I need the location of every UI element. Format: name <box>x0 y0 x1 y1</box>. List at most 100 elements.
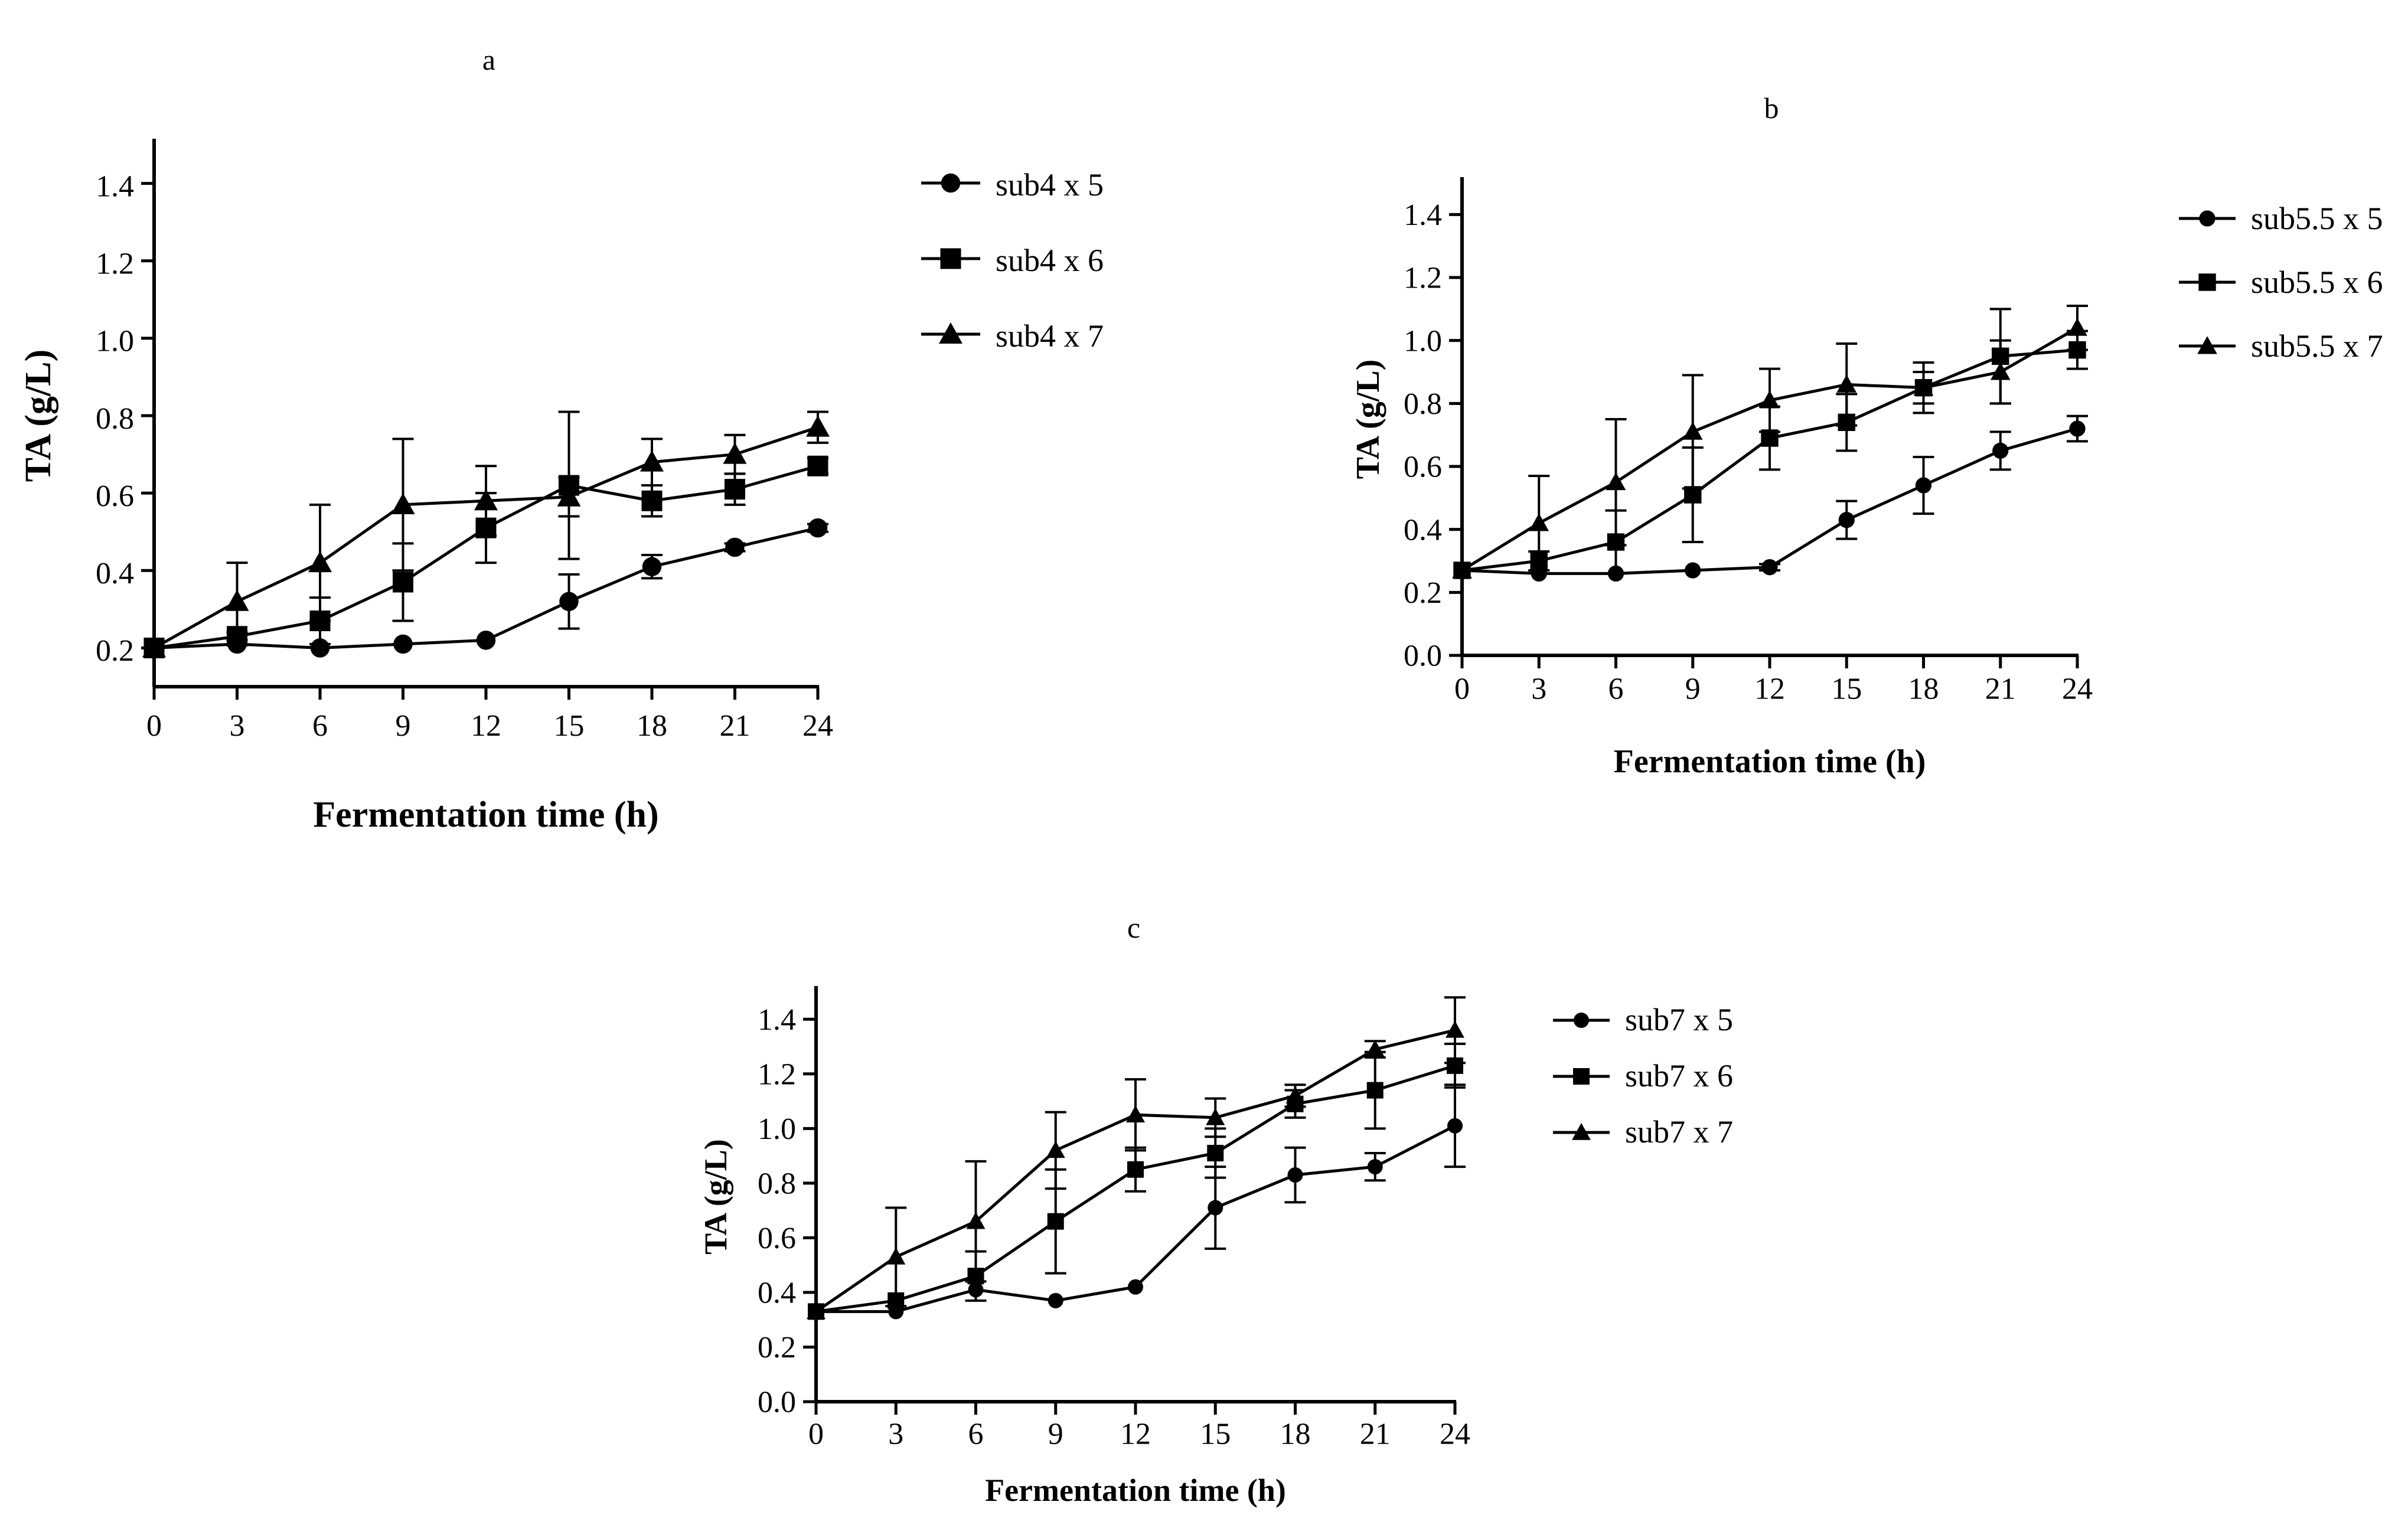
data-point <box>642 557 662 576</box>
data-point <box>557 485 581 507</box>
data-point <box>391 492 415 514</box>
x-tick-label: 0 <box>808 1417 824 1451</box>
x-tick-label: 9 <box>1685 672 1701 706</box>
y-tick-label: 1.2 <box>758 1057 796 1091</box>
x-tick-label: 15 <box>1831 672 1862 706</box>
x-tick-label: 9 <box>1048 1417 1063 1451</box>
series-triangle <box>1452 305 2088 579</box>
legend-marker <box>1572 1123 1591 1140</box>
data-point <box>2067 318 2087 336</box>
legend-label: sub4 x 5 <box>996 167 1104 203</box>
data-point <box>640 450 664 472</box>
x-tick-label: 21 <box>720 709 751 743</box>
data-point <box>1047 1213 1064 1230</box>
data-point <box>1913 377 1934 396</box>
x-tick-label: 21 <box>1360 1417 1391 1451</box>
data-point <box>886 1247 906 1265</box>
y-tick-label: 0.2 <box>96 634 134 668</box>
data-point <box>806 415 830 437</box>
data-point <box>1207 1144 1224 1161</box>
y-tick-label: 0.4 <box>758 1277 796 1310</box>
y-tick-label: 1.4 <box>758 1003 796 1037</box>
y-axis-title: TA (g/L) <box>698 1139 733 1255</box>
x-axis-title: Fermentation time (h) <box>313 795 658 835</box>
data-point <box>1048 1292 1063 1308</box>
data-point <box>725 479 745 500</box>
legend-label: sub4 x 7 <box>996 318 1104 354</box>
y-tick-label: 0.6 <box>96 479 134 513</box>
y-tick-label: 1.0 <box>96 325 134 358</box>
legend-label: sub7 x 6 <box>1625 1058 1733 1093</box>
series-circle <box>1454 414 2088 582</box>
legend-marker <box>941 173 961 193</box>
x-tick-label: 15 <box>1200 1417 1231 1451</box>
data-point <box>1760 390 1780 409</box>
data-point <box>308 551 332 573</box>
x-tick-label: 6 <box>312 709 328 743</box>
y-tick-label: 0.6 <box>1404 451 1442 484</box>
y-axis-title: TA (g/L) <box>18 350 58 482</box>
y-axis-title: TA (g/L) <box>1350 360 1386 479</box>
y-tick-label: 0.8 <box>758 1167 796 1201</box>
y-tick-label: 1.4 <box>1404 198 1442 232</box>
data-point <box>2069 420 2086 437</box>
data-point <box>1367 1159 1383 1175</box>
data-point <box>142 636 166 658</box>
legend-marker <box>2199 210 2216 227</box>
y-tick-label: 0.2 <box>1404 576 1442 610</box>
x-tick-label: 12 <box>471 709 501 743</box>
panel-label: a <box>482 43 495 76</box>
y-tick-label: 1.2 <box>1404 262 1442 295</box>
y-tick-label: 0.8 <box>1404 387 1442 421</box>
y-tick-label: 1.0 <box>1404 324 1442 358</box>
x-tick-label: 6 <box>968 1417 984 1451</box>
legend-label: sub7 x 5 <box>1625 1002 1733 1037</box>
legend-marker <box>1574 1013 1589 1028</box>
x-tick-label: 18 <box>1280 1417 1311 1451</box>
data-point <box>1915 477 1932 494</box>
legend-marker <box>1573 1068 1590 1085</box>
legend-label: sub7 x 7 <box>1625 1114 1733 1150</box>
x-axis-title: Fermentation time (h) <box>1614 743 1926 780</box>
y-tick-label: 0.0 <box>758 1386 796 1419</box>
data-point <box>1285 1086 1305 1104</box>
x-tick-label: 24 <box>1440 1417 1470 1451</box>
x-tick-label: 9 <box>396 709 411 743</box>
data-point <box>807 1302 825 1320</box>
chart-panel-c: c 0 3 6 9 12 15 18 21 24 0.0 0.2 0.4 0.6 0.8 1.0 1.2 1.4 F… <box>698 911 1733 1508</box>
x-tick-label: 3 <box>888 1417 903 1451</box>
y-tick-label: 1.4 <box>96 169 134 203</box>
legend-marker <box>2197 336 2217 354</box>
data-point <box>1206 1108 1225 1125</box>
data-point <box>1761 559 1778 576</box>
data-point <box>723 442 747 464</box>
y-tick-label: 0.0 <box>1404 639 1442 673</box>
data-point <box>1529 513 1549 531</box>
data-point <box>966 1212 986 1229</box>
data-point <box>1366 1082 1384 1099</box>
data-point <box>1836 374 1857 393</box>
data-point <box>559 592 579 611</box>
data-point <box>1685 562 1701 579</box>
legend-marker <box>940 248 961 269</box>
data-point <box>1208 1200 1223 1216</box>
y-tick-label: 0.4 <box>1404 513 1442 547</box>
series-square <box>1453 308 2088 579</box>
series-triangle <box>142 410 830 658</box>
data-point <box>808 518 828 538</box>
legend-label: sub5.5 x 7 <box>2251 328 2383 364</box>
x-tick-label: 0 <box>1454 672 1470 706</box>
data-point <box>1046 1141 1065 1158</box>
data-point <box>393 572 413 593</box>
data-point <box>1838 512 1855 528</box>
series-triangle <box>807 996 1466 1320</box>
data-point <box>807 455 828 476</box>
x-tick-label: 24 <box>802 709 833 743</box>
legend-marker <box>2198 273 2216 291</box>
data-point <box>1682 422 1703 440</box>
data-point <box>476 631 496 650</box>
chart-panel-b: b 0 3 6 9 12 15 18 21 24 0.0 0.2 0.4 0.6 0.8 1.0 1.2 1.4 F… <box>1350 92 2383 780</box>
legend-label: sub4 x 6 <box>996 243 1104 278</box>
data-point <box>225 589 249 611</box>
